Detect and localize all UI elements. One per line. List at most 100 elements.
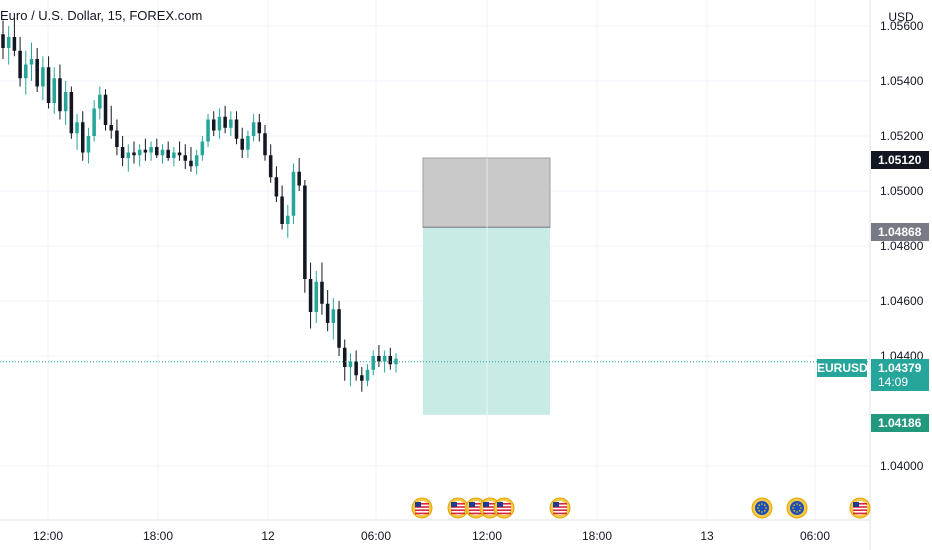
- candle: [325, 290, 330, 332]
- position-tool[interactable]: [422, 157, 551, 415]
- stop-price-label: 1.05120: [878, 153, 922, 167]
- candle: [115, 119, 119, 156]
- candle: [86, 127, 91, 164]
- time-tick-label: 18:00: [582, 529, 612, 543]
- candlestick-series: [1, 17, 398, 392]
- entry-price-label: 1.04868: [878, 225, 922, 239]
- candle: [286, 204, 290, 238]
- candle-body: [320, 281, 324, 304]
- ticker-label[interactable]: EURUSD: [817, 359, 868, 377]
- candle-body: [365, 369, 370, 381]
- candle-body: [166, 149, 170, 158]
- candle-body: [12, 37, 17, 51]
- candle-body: [172, 152, 176, 158]
- time-axis-area[interactable]: [0, 520, 870, 550]
- candle-body: [354, 361, 358, 376]
- candle-body: [280, 196, 284, 224]
- candle: [1, 20, 5, 59]
- current-price-label: 1.04379: [878, 361, 922, 375]
- candle: [155, 138, 159, 158]
- candle: [280, 185, 284, 230]
- price-axis-area[interactable]: [870, 0, 932, 550]
- us-flag-event-icon[interactable]: [447, 497, 469, 519]
- candle: [109, 105, 113, 139]
- entry-badge-bg: [871, 223, 929, 241]
- candle: [320, 262, 324, 315]
- candle-body: [206, 119, 210, 142]
- current-price-badge: 1.04379 14:09: [871, 359, 929, 391]
- candle-body: [348, 361, 353, 367]
- candle: [354, 350, 358, 381]
- eu-flag-event-icon[interactable]: [751, 497, 773, 519]
- candle-body: [234, 119, 239, 139]
- candle-body: [143, 149, 148, 153]
- price-tick-label: 1.04800: [880, 239, 924, 253]
- candle: [274, 166, 279, 202]
- candle-body: [137, 149, 142, 156]
- time-tick-label: 13: [700, 529, 714, 543]
- candle: [377, 345, 381, 367]
- chart-grid: [0, 0, 870, 520]
- candle: [211, 111, 216, 136]
- current-badge-bg: [871, 359, 929, 391]
- candle: [35, 48, 39, 92]
- candle-body: [86, 136, 91, 153]
- candle: [206, 114, 210, 147]
- candle-body: [18, 50, 22, 79]
- economic-events[interactable]: [411, 497, 871, 519]
- candle-body: [177, 152, 182, 156]
- symbol-title[interactable]: Euro / U.S. Dollar, 15, FOREX.com: [0, 8, 203, 23]
- currency-button[interactable]: USD: [888, 10, 914, 24]
- candle-body: [126, 152, 131, 158]
- candle: [183, 144, 188, 169]
- candle: [92, 100, 96, 142]
- candle: [331, 298, 336, 340]
- price-tick-label: 1.05200: [880, 129, 924, 143]
- time-tick-label: 18:00: [143, 529, 173, 543]
- candle-body: [6, 37, 11, 48]
- candle-body: [160, 149, 165, 156]
- candle: [291, 163, 296, 224]
- candle: [234, 111, 239, 145]
- candle-body: [115, 130, 119, 147]
- candle-body: [229, 119, 233, 128]
- candle: [41, 56, 45, 101]
- candle-body: [149, 147, 153, 153]
- candle: [194, 149, 199, 175]
- target-price-badge: 1.04186: [871, 414, 929, 432]
- candle: [303, 180, 307, 293]
- candle: [229, 111, 233, 136]
- candle: [75, 114, 79, 150]
- candle: [69, 86, 74, 139]
- us-flag-event-icon[interactable]: [549, 497, 571, 519]
- candle-body: [35, 59, 39, 87]
- candle: [172, 147, 176, 167]
- target-badge-bg: [871, 414, 929, 432]
- candle-body: [223, 116, 227, 128]
- target-price-label: 1.04186: [878, 416, 922, 430]
- us-flag-event-icon[interactable]: [465, 497, 487, 519]
- us-flag-event-icon[interactable]: [849, 497, 871, 519]
- us-flag-event-icon[interactable]: [411, 497, 433, 519]
- candle-body: [286, 215, 290, 224]
- candle-body: [194, 155, 199, 167]
- candle: [240, 127, 244, 158]
- candle-body: [263, 133, 267, 156]
- candle-body: [377, 356, 381, 362]
- candle: [189, 147, 193, 172]
- candle: [126, 144, 131, 172]
- candle: [308, 262, 313, 329]
- candle-body: [337, 309, 341, 348]
- time-tick-label: 06:00: [361, 529, 391, 543]
- candle-body: [98, 94, 102, 109]
- candle-body: [325, 303, 330, 323]
- candle-body: [303, 185, 307, 279]
- candle: [103, 89, 108, 131]
- us-flag-event-icon[interactable]: [493, 497, 515, 519]
- eu-flag-event-icon[interactable]: [786, 497, 808, 519]
- candle: [98, 86, 102, 120]
- candle-body: [246, 136, 250, 150]
- candle: [268, 144, 273, 183]
